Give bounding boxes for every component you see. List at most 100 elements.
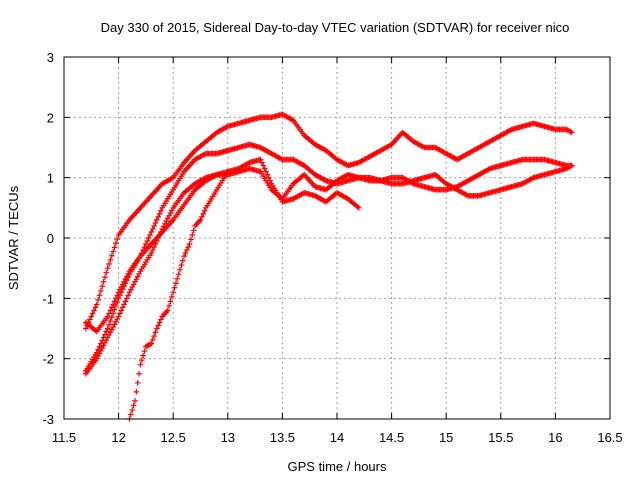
data-point xyxy=(104,313,111,320)
data-point xyxy=(110,301,116,308)
data-point xyxy=(144,238,151,244)
data-point xyxy=(179,257,186,264)
data-point xyxy=(152,329,159,336)
data-point xyxy=(263,168,269,175)
y-tick-label: -1 xyxy=(42,291,54,306)
data-point xyxy=(199,214,205,220)
data-point xyxy=(158,208,164,214)
data-point xyxy=(104,265,111,271)
data-point xyxy=(151,244,157,250)
data-series xyxy=(83,111,575,422)
data-point xyxy=(129,407,136,413)
data-point xyxy=(99,283,106,290)
data-point xyxy=(111,244,118,251)
data-point xyxy=(103,328,110,335)
x-tick-label: 13.5 xyxy=(270,430,295,445)
x-tick-label: 15.5 xyxy=(488,430,513,445)
y-tick-labels: -3 -2 -1 0 1 2 3 xyxy=(42,50,54,427)
data-point xyxy=(148,250,155,256)
x-tick-label: 14 xyxy=(330,430,344,445)
data-point xyxy=(145,235,152,241)
data-point xyxy=(188,236,194,243)
data-point xyxy=(108,304,115,311)
data-point xyxy=(178,262,185,268)
data-point xyxy=(167,298,174,305)
data-point xyxy=(107,257,114,263)
data-point xyxy=(88,313,95,320)
data-point xyxy=(93,301,100,308)
data-point xyxy=(356,205,362,211)
data-point xyxy=(264,171,271,178)
data-point xyxy=(121,301,127,308)
data-point xyxy=(132,398,138,404)
data-point xyxy=(170,289,176,296)
x-tick-label: 11.5 xyxy=(52,430,76,445)
y-tick-label: 0 xyxy=(47,231,54,246)
data-point xyxy=(106,310,112,317)
data-point xyxy=(171,284,178,291)
data-point xyxy=(154,325,160,332)
data-point xyxy=(123,295,130,302)
series-track-4 xyxy=(83,162,575,377)
x-tick-label: 16.5 xyxy=(597,430,622,445)
data-point xyxy=(568,162,575,169)
data-point xyxy=(98,287,104,294)
data-point xyxy=(267,177,273,184)
y-tick-label: 2 xyxy=(47,110,54,125)
data-point xyxy=(154,217,160,223)
data-point xyxy=(164,307,171,314)
data-point xyxy=(103,269,110,276)
series-track-2 xyxy=(83,111,575,332)
data-point xyxy=(119,304,126,311)
data-point xyxy=(260,162,267,169)
y-tick-label: -3 xyxy=(42,412,54,427)
data-point xyxy=(125,292,131,299)
data-point xyxy=(104,325,111,332)
data-point xyxy=(114,292,121,299)
data-point xyxy=(108,314,115,320)
data-point xyxy=(137,361,144,368)
data-point xyxy=(134,380,141,386)
data-point xyxy=(113,295,119,302)
data-point xyxy=(184,247,190,253)
data-point xyxy=(130,402,137,409)
data-point xyxy=(186,241,193,247)
data-point xyxy=(115,313,122,320)
data-point xyxy=(181,253,187,259)
data-point xyxy=(114,299,121,305)
data-point xyxy=(177,266,183,273)
grid-lines xyxy=(64,57,610,419)
data-point xyxy=(174,275,181,282)
x-tick-label: 12.5 xyxy=(161,430,186,445)
x-tick-label: 15 xyxy=(439,430,453,445)
data-point xyxy=(108,252,115,259)
data-point xyxy=(95,297,101,303)
data-point xyxy=(149,247,156,253)
data-point xyxy=(140,352,146,359)
data-point xyxy=(141,348,148,354)
data-point xyxy=(92,304,99,311)
x-tick-labels: 11.5 12 12.5 13 13.5 14 14.5 15 15.5 16 16.5 xyxy=(52,430,623,445)
data-point xyxy=(175,271,182,277)
data-point xyxy=(102,274,108,281)
data-point xyxy=(155,214,161,220)
x-tick-label: 12 xyxy=(111,430,125,445)
data-point xyxy=(95,346,101,353)
x-tick-label: 14.5 xyxy=(379,430,404,445)
data-point xyxy=(100,278,107,285)
data-point xyxy=(151,333,157,339)
data-point xyxy=(200,211,207,217)
data-point xyxy=(182,250,189,256)
data-point xyxy=(190,227,197,234)
data-point xyxy=(158,316,164,323)
data-point xyxy=(136,370,142,377)
data-point xyxy=(107,318,114,324)
data-point xyxy=(106,321,112,328)
data-point xyxy=(197,217,204,223)
data-point xyxy=(107,307,114,314)
data-point xyxy=(166,303,172,309)
data-point xyxy=(156,211,163,217)
data-point xyxy=(122,298,129,305)
series-track-1 xyxy=(126,168,231,422)
